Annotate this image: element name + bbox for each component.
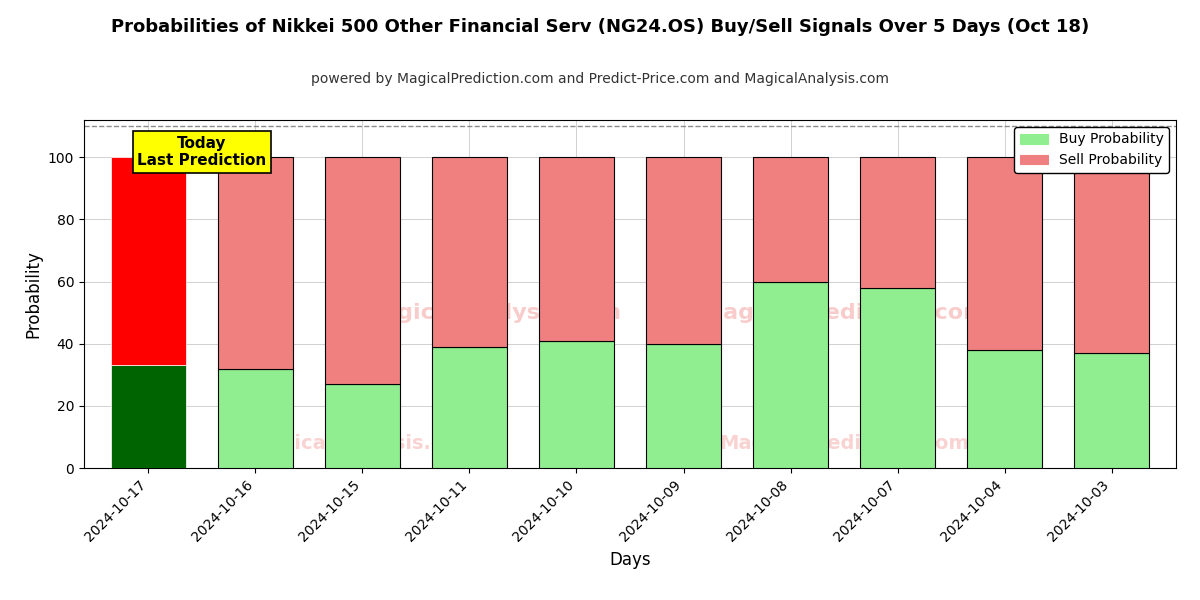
Bar <box>860 288 935 468</box>
Bar <box>325 157 400 384</box>
Bar <box>754 281 828 468</box>
Bar <box>646 344 721 468</box>
Text: Today
Last Prediction: Today Last Prediction <box>137 136 266 168</box>
Bar <box>432 347 506 468</box>
Bar <box>325 384 400 468</box>
Legend: Buy Probability, Sell Probability: Buy Probability, Sell Probability <box>1014 127 1169 173</box>
Bar <box>1074 157 1150 353</box>
Y-axis label: Probability: Probability <box>24 250 42 338</box>
Bar <box>967 157 1042 350</box>
Bar <box>539 157 614 341</box>
Text: powered by MagicalPrediction.com and Predict-Price.com and MagicalAnalysis.com: powered by MagicalPrediction.com and Pre… <box>311 72 889 86</box>
Text: MagicalPrediction.com: MagicalPrediction.com <box>719 434 968 452</box>
Text: MagicalAnalysis.com: MagicalAnalysis.com <box>360 302 622 323</box>
Bar <box>110 365 186 468</box>
X-axis label: Days: Days <box>610 551 650 569</box>
Bar <box>539 341 614 468</box>
Bar <box>967 350 1042 468</box>
Bar <box>110 157 186 365</box>
Text: MagicalPrediction.com: MagicalPrediction.com <box>702 302 986 323</box>
Bar <box>646 157 721 344</box>
Text: Probabilities of Nikkei 500 Other Financial Serv (NG24.OS) Buy/Sell Signals Over: Probabilities of Nikkei 500 Other Financ… <box>110 18 1090 36</box>
Text: MagicalAnalysis.com: MagicalAnalysis.com <box>248 434 476 452</box>
Bar <box>218 157 293 368</box>
Bar <box>218 368 293 468</box>
Bar <box>860 157 935 288</box>
Bar <box>1074 353 1150 468</box>
Bar <box>754 157 828 281</box>
Bar <box>432 157 506 347</box>
